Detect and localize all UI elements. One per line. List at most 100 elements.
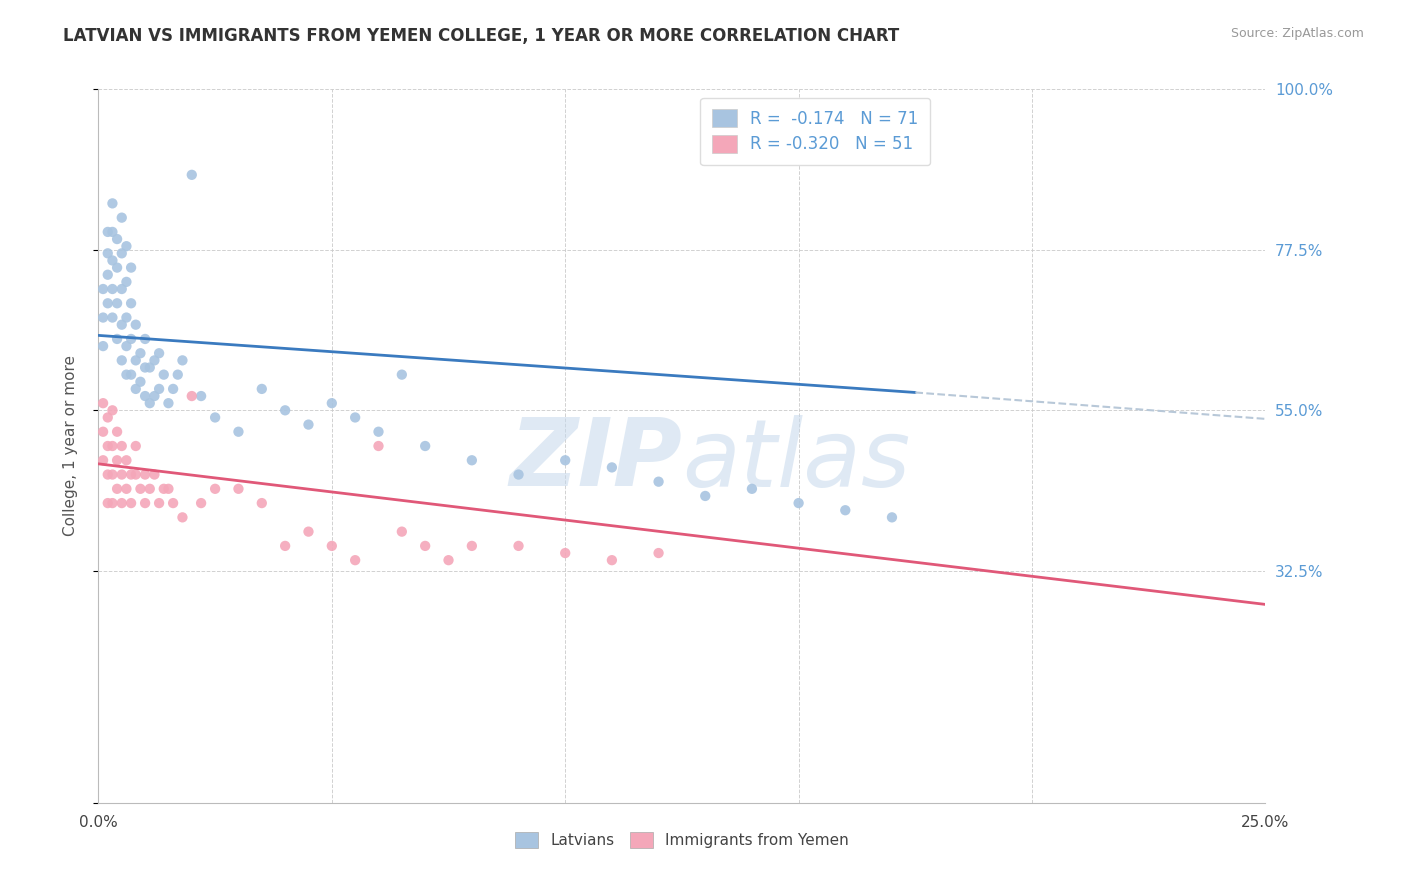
Point bbox=[172, 353, 194, 368]
Point bbox=[554, 453, 576, 467]
Point bbox=[115, 239, 138, 253]
Y-axis label: College, 1 year or more: College, 1 year or more bbox=[63, 356, 77, 536]
Point bbox=[437, 553, 460, 567]
Point bbox=[125, 439, 148, 453]
Point bbox=[97, 296, 120, 310]
Point bbox=[180, 168, 202, 182]
Point bbox=[344, 553, 367, 567]
Point bbox=[111, 467, 134, 482]
Point bbox=[190, 496, 212, 510]
Point bbox=[120, 260, 142, 275]
Point bbox=[741, 482, 763, 496]
Point bbox=[97, 439, 120, 453]
Point bbox=[148, 382, 170, 396]
Point bbox=[91, 339, 114, 353]
Point bbox=[97, 496, 120, 510]
Point bbox=[125, 467, 148, 482]
Point bbox=[97, 410, 120, 425]
Point bbox=[120, 467, 142, 482]
Point bbox=[508, 467, 530, 482]
Text: Source: ZipAtlas.com: Source: ZipAtlas.com bbox=[1230, 27, 1364, 40]
Point bbox=[105, 482, 128, 496]
Point bbox=[554, 546, 576, 560]
Point bbox=[274, 403, 297, 417]
Point bbox=[321, 539, 343, 553]
Point bbox=[391, 368, 413, 382]
Point bbox=[367, 439, 389, 453]
Point bbox=[125, 318, 148, 332]
Point bbox=[97, 225, 120, 239]
Point bbox=[143, 389, 166, 403]
Point bbox=[228, 482, 250, 496]
Point bbox=[120, 296, 142, 310]
Point bbox=[508, 539, 530, 553]
Point bbox=[172, 510, 194, 524]
Point bbox=[129, 482, 152, 496]
Point bbox=[143, 467, 166, 482]
Point bbox=[134, 389, 156, 403]
Point bbox=[139, 360, 162, 375]
Point bbox=[111, 439, 134, 453]
Point bbox=[115, 368, 138, 382]
Point bbox=[105, 260, 128, 275]
Point bbox=[97, 246, 120, 260]
Point bbox=[834, 503, 856, 517]
Point bbox=[101, 403, 124, 417]
Point bbox=[105, 232, 128, 246]
Point bbox=[461, 539, 484, 553]
Point bbox=[101, 439, 124, 453]
Text: LATVIAN VS IMMIGRANTS FROM YEMEN COLLEGE, 1 YEAR OR MORE CORRELATION CHART: LATVIAN VS IMMIGRANTS FROM YEMEN COLLEGE… bbox=[63, 27, 900, 45]
Point bbox=[115, 275, 138, 289]
Point bbox=[111, 496, 134, 510]
Point bbox=[134, 332, 156, 346]
Point bbox=[125, 382, 148, 396]
Point bbox=[367, 425, 389, 439]
Point bbox=[101, 196, 124, 211]
Point bbox=[111, 353, 134, 368]
Point bbox=[134, 467, 156, 482]
Point bbox=[321, 396, 343, 410]
Point bbox=[250, 382, 273, 396]
Point bbox=[97, 268, 120, 282]
Point bbox=[120, 496, 142, 510]
Point bbox=[190, 389, 212, 403]
Point bbox=[157, 482, 180, 496]
Point bbox=[91, 310, 114, 325]
Point bbox=[413, 539, 436, 553]
Point bbox=[157, 396, 180, 410]
Point bbox=[274, 539, 297, 553]
Point bbox=[101, 467, 124, 482]
Point bbox=[101, 225, 124, 239]
Point bbox=[134, 496, 156, 510]
Point bbox=[120, 368, 142, 382]
Point bbox=[166, 368, 188, 382]
Point bbox=[139, 482, 162, 496]
Point bbox=[101, 282, 124, 296]
Point bbox=[101, 496, 124, 510]
Point bbox=[647, 546, 669, 560]
Point bbox=[228, 425, 250, 439]
Point bbox=[111, 211, 134, 225]
Point bbox=[344, 410, 367, 425]
Point bbox=[695, 489, 717, 503]
Text: atlas: atlas bbox=[682, 415, 910, 506]
Point bbox=[139, 396, 162, 410]
Text: ZIP: ZIP bbox=[509, 414, 682, 507]
Point bbox=[91, 282, 114, 296]
Point bbox=[125, 353, 148, 368]
Point bbox=[391, 524, 413, 539]
Point bbox=[600, 553, 623, 567]
Point bbox=[91, 396, 114, 410]
Point bbox=[129, 375, 152, 389]
Point bbox=[115, 482, 138, 496]
Point bbox=[91, 425, 114, 439]
Point bbox=[129, 346, 152, 360]
Point bbox=[120, 332, 142, 346]
Point bbox=[204, 410, 226, 425]
Point bbox=[115, 339, 138, 353]
Point bbox=[297, 524, 319, 539]
Point bbox=[152, 368, 174, 382]
Point bbox=[134, 360, 156, 375]
Point bbox=[111, 246, 134, 260]
Point bbox=[250, 496, 273, 510]
